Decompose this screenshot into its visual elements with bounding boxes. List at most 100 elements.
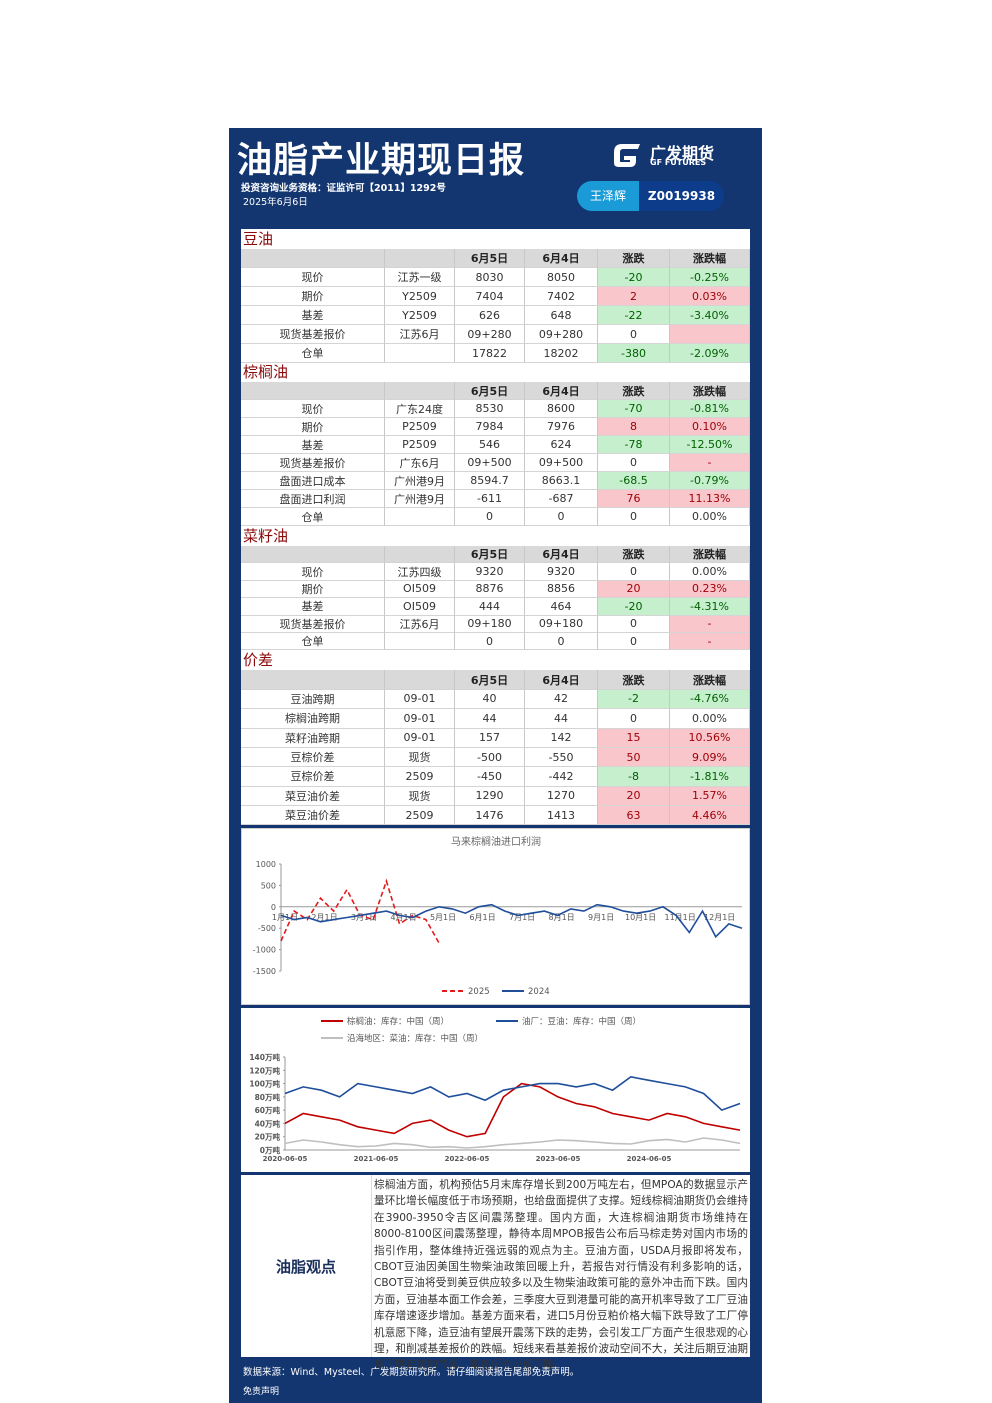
- series-line: [280, 903, 743, 939]
- header-cell: 6月5日: [455, 382, 525, 400]
- table-cell: 09-01: [385, 709, 455, 729]
- header-cell: [385, 546, 455, 564]
- table-cell: 0.00%: [670, 709, 750, 729]
- table-cell: 现货基差报价: [241, 615, 385, 633]
- table-cell: 464: [525, 598, 598, 616]
- header-cell: 涨跌幅: [670, 382, 750, 400]
- series-line: [284, 1137, 741, 1149]
- table-cell: 菜籽油跨期: [241, 728, 385, 748]
- table-cell: 9.09%: [670, 747, 750, 768]
- header-cell: [385, 382, 455, 400]
- table-cell: 棕榈油跨期: [241, 709, 385, 729]
- x-tick-label: 2021-06-05: [354, 1155, 399, 1163]
- table-cell: 157: [455, 728, 525, 748]
- table-cell: 现货基差报价: [241, 454, 385, 472]
- legend-label: 棕榈油：库存：中国（周）: [347, 1016, 449, 1027]
- table-cell: -687: [525, 490, 598, 508]
- tables: 豆油 6月5日 6月4日 涨跌 涨跌幅 现价 江苏一级 8030 8050 -20 -0.25% 期价…: [241, 229, 750, 826]
- table-cell: 广州港9月: [385, 490, 455, 508]
- table-cell: 1413: [525, 806, 598, 826]
- table-cell: 0: [598, 632, 670, 651]
- table-cell: -3.40%: [670, 306, 750, 325]
- table-cell: 17822: [455, 344, 525, 363]
- table-cell: 期价: [241, 418, 385, 436]
- table-cell: Y2509: [385, 287, 455, 306]
- table-cell: 2: [598, 287, 670, 306]
- table-cell: -70: [598, 400, 670, 418]
- table-cell: 江苏一级: [385, 268, 455, 287]
- table-cell: 0: [525, 508, 598, 526]
- table-cell: 648: [525, 306, 598, 325]
- table-cell: 09+180: [455, 615, 525, 633]
- table-row: 基差 P2509 546 624 -78 -12.50%: [241, 436, 750, 454]
- table-cell: [385, 632, 455, 651]
- viewpoint-text: 棕榈油方面，机构预估5月末库存增长到200万吨左右，但MPOA的数据显示产量环比…: [374, 1179, 748, 1372]
- table-cell: 42: [525, 689, 598, 710]
- table-cell: 1.57%: [670, 786, 750, 807]
- header-cell: [241, 249, 385, 268]
- table-cell: 豆棕价差: [241, 767, 385, 787]
- table-cell: 期价: [241, 287, 385, 306]
- x-tick-label: 2022-06-05: [445, 1155, 490, 1163]
- table-row: 仓单 0 0 0-: [241, 632, 750, 651]
- table-cell: 0: [598, 508, 670, 526]
- table-cell: 1270: [525, 786, 598, 807]
- table-cell: -12.50%: [670, 436, 750, 454]
- table-cell: 现货: [385, 747, 455, 768]
- table-row: 盘面进口成本 广州港9月 8594.7 8663.1 -68.5 -0.79%: [241, 472, 750, 490]
- header-cell: 涨跌: [598, 546, 670, 564]
- table-cell: 0: [525, 632, 598, 651]
- table-cell: 09+180: [525, 615, 598, 633]
- table-cell: 7404: [455, 287, 525, 306]
- y-tick-label: 1000: [256, 860, 276, 869]
- table-cell: 7402: [525, 287, 598, 306]
- table-cell: 0.00%: [670, 563, 750, 581]
- section-title: 棕榈油: [241, 363, 750, 382]
- table-cell: 15: [598, 728, 670, 748]
- table-cell: 20: [598, 580, 670, 599]
- table-cell: 624: [525, 436, 598, 454]
- header-cell: 6月4日: [525, 546, 598, 564]
- table-cell: 基差: [241, 306, 385, 325]
- x-tick-label: 2020-06-05: [263, 1155, 308, 1163]
- table-row: 期价 P2509 7984 7976 8 0.10%: [241, 418, 750, 436]
- table-cell: 菜豆油价差: [241, 806, 385, 826]
- header-cell: [241, 382, 385, 400]
- x-tick-label: 9月1日: [588, 913, 614, 922]
- table-cell: 8530: [455, 400, 525, 418]
- table-cell: -0.81%: [670, 400, 750, 418]
- viewpoint-title: 油脂观点: [241, 1175, 372, 1357]
- header-cell: 涨跌幅: [670, 249, 750, 268]
- x-tick-label: 2023-06-05: [536, 1155, 581, 1163]
- table-cell: -20: [598, 268, 670, 287]
- header-cell: [385, 249, 455, 268]
- table-cell: 0: [598, 325, 670, 344]
- table-cell: 广州港9月: [385, 472, 455, 490]
- table-row: 豆油跨期 09-01 40 42 -2 -4.76%: [241, 689, 750, 710]
- x-tick-label: 12月1日: [704, 913, 735, 922]
- table-row: 豆棕价差 现货 -500 -550 50 9.09%: [241, 747, 750, 768]
- table-cell: -550: [525, 747, 598, 768]
- x-tick-label: 5月1日: [430, 913, 456, 922]
- table-cell: 444: [455, 598, 525, 616]
- table-cell: 76: [598, 490, 670, 508]
- table-cell: -: [670, 454, 750, 472]
- table-cell: -: [670, 632, 750, 651]
- table-cell: 1476: [455, 806, 525, 826]
- header-cell: 涨跌幅: [670, 546, 750, 564]
- header-cell: 涨跌: [598, 670, 670, 690]
- logo-icon: [614, 144, 640, 167]
- data-source: 数据来源：Wind、Mysteel、广发期货研究所。请仔细阅读报告尾部免责声明。: [243, 1367, 580, 1378]
- table-cell: 8856: [525, 580, 598, 599]
- table-cell: 7984: [455, 418, 525, 436]
- table-cell: 0: [455, 632, 525, 651]
- table-row: 期价 OI509 8876 8856 20 0.23%: [241, 580, 750, 599]
- table-cell: -2.09%: [670, 344, 750, 363]
- table-cell: 8594.7: [455, 472, 525, 490]
- table-cell: 基差: [241, 598, 385, 616]
- table-section: 价差 6月5日 6月4日 涨跌 涨跌幅 豆油跨期 09-01 40 42 -2 -4.76% 棕榈油跨…: [241, 650, 750, 826]
- section-title: 价差: [241, 650, 750, 671]
